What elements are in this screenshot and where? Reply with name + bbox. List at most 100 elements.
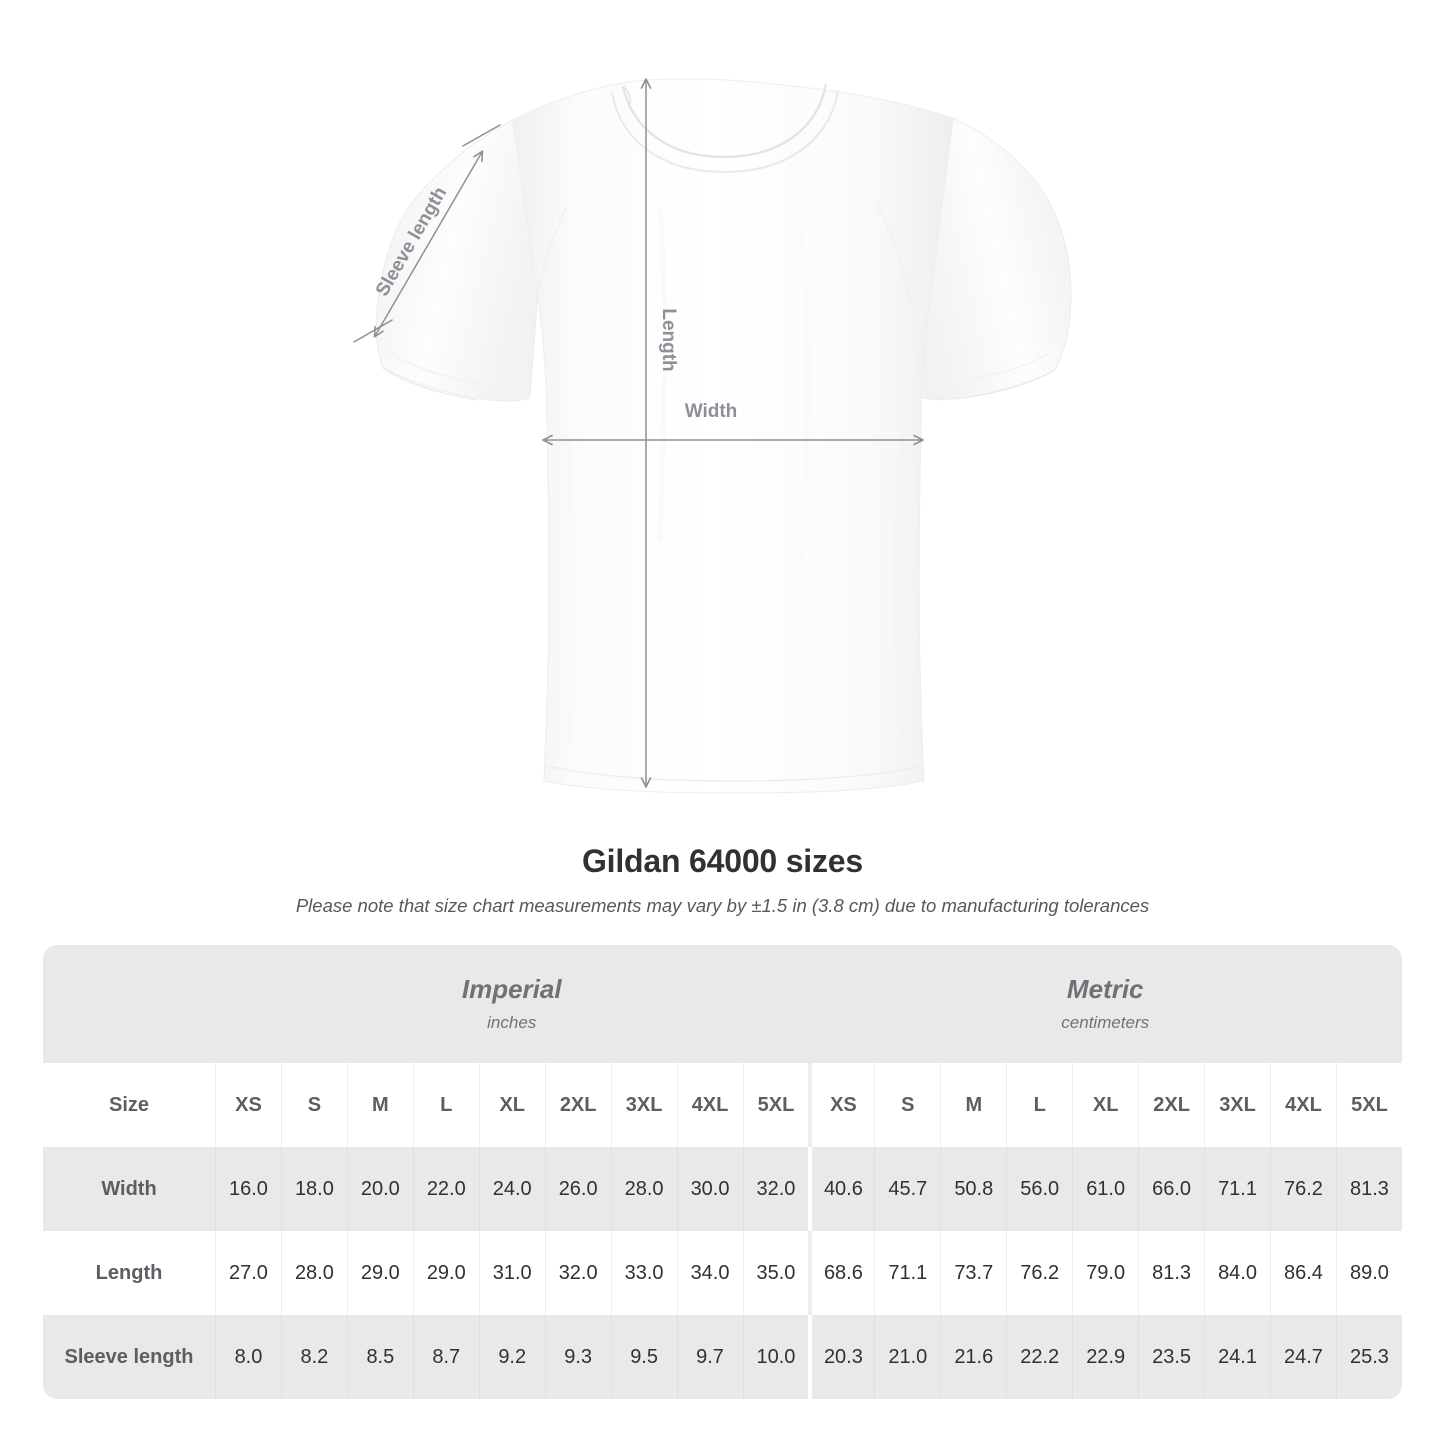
- cell-width-imperial-2xl: 26.0: [544, 1147, 611, 1231]
- cell-length-imperial-m: 29.0: [346, 1231, 413, 1315]
- unit-subtitle: centimeters: [1061, 1013, 1150, 1033]
- width-dimension: Width: [542, 401, 924, 446]
- cell-width-metric-5xl: 81.3: [1335, 1147, 1402, 1231]
- cell-length-metric-3xl: 84.0: [1204, 1231, 1270, 1315]
- cell-sleeve-length-metric-3xl: 24.1: [1204, 1315, 1270, 1399]
- tshirt-diagram: Sleeve length Length Width: [353, 78, 1072, 794]
- cell-sleeve-length-imperial-2xl: 9.3: [544, 1315, 611, 1399]
- unit-banner-spacer-left: [43, 945, 215, 1063]
- cell-width-imperial-4xl: 30.0: [676, 1147, 743, 1231]
- page-title: Gildan 64000 sizes: [581, 843, 863, 879]
- cell-sleeve-length-imperial-5xl: 10.0: [742, 1315, 809, 1399]
- cell-width-imperial-s: 18.0: [280, 1147, 347, 1231]
- chart-heading-block: Gildan 64000 sizes Please note that size…: [0, 842, 1445, 918]
- cell-length-imperial-5xl: 35.0: [742, 1231, 809, 1315]
- unit-header-imperial: Imperial inches: [215, 945, 809, 1063]
- cell-sleeve-length-metric-5xl: 25.3: [1335, 1315, 1402, 1399]
- length-label: Length: [658, 308, 679, 371]
- size-header-metric-s: S: [874, 1063, 941, 1147]
- sleeve-tick-top: [462, 124, 501, 147]
- cell-width-imperial-m: 20.0: [346, 1147, 413, 1231]
- cell-width-metric-xl: 61.0: [1072, 1147, 1139, 1231]
- size-chart-table: Imperial inches Metric centimeters Size XS S M L…: [43, 945, 1402, 1399]
- size-header-imperial-5xl: 5XL: [742, 1063, 809, 1147]
- size-header-metric-xs: XS: [808, 1063, 875, 1147]
- cell-width-imperial-xs: 16.0: [215, 1147, 281, 1231]
- cell-length-metric-l: 76.2: [1006, 1231, 1073, 1315]
- width-label: Width: [685, 401, 738, 422]
- cell-length-imperial-xl: 31.0: [478, 1231, 545, 1315]
- size-header-metric-4xl: 4XL: [1270, 1063, 1336, 1147]
- size-header-imperial-s: S: [280, 1063, 347, 1147]
- cell-width-metric-xs: 40.6: [808, 1147, 875, 1231]
- cell-length-metric-s: 71.1: [874, 1231, 941, 1315]
- size-header-imperial-2xl: 2XL: [544, 1063, 611, 1147]
- cell-sleeve-length-imperial-xs: 8.0: [215, 1315, 281, 1399]
- cell-sleeve-length-imperial-l: 8.7: [412, 1315, 479, 1399]
- cell-length-metric-xl: 79.0: [1072, 1231, 1139, 1315]
- size-header-imperial-3xl: 3XL: [610, 1063, 677, 1147]
- cell-length-imperial-s: 28.0: [280, 1231, 347, 1315]
- cell-width-metric-l: 56.0: [1006, 1147, 1073, 1231]
- cell-sleeve-length-metric-2xl: 23.5: [1138, 1315, 1205, 1399]
- tshirt-illustration: [375, 78, 1072, 794]
- cell-sleeve-length-imperial-s: 8.2: [280, 1315, 347, 1399]
- cell-width-imperial-3xl: 28.0: [610, 1147, 677, 1231]
- size-header-imperial-l: L: [412, 1063, 479, 1147]
- size-header-metric-l: L: [1006, 1063, 1073, 1147]
- cell-width-metric-3xl: 71.1: [1204, 1147, 1270, 1231]
- cell-length-metric-xs: 68.6: [808, 1231, 875, 1315]
- cell-width-metric-s: 45.7: [874, 1147, 941, 1231]
- cell-length-metric-m: 73.7: [940, 1231, 1007, 1315]
- sleeve-length-arrow: [373, 150, 484, 338]
- size-header-metric-xl: XL: [1072, 1063, 1139, 1147]
- size-header-metric-5xl: 5XL: [1335, 1063, 1402, 1147]
- size-header-metric-2xl: 2XL: [1138, 1063, 1205, 1147]
- size-header-imperial-m: M: [346, 1063, 413, 1147]
- cell-sleeve-length-imperial-xl: 9.2: [478, 1315, 545, 1399]
- cell-width-imperial-l: 22.0: [412, 1147, 479, 1231]
- size-header-metric-m: M: [940, 1063, 1007, 1147]
- table-row: Length 27.0 28.0 29.0 29.0 31.0 32.0 33.0 34.0 35…: [43, 1231, 1402, 1315]
- cell-sleeve-length-metric-xs: 20.3: [808, 1315, 875, 1399]
- cell-sleeve-length-metric-s: 21.0: [874, 1315, 941, 1399]
- tolerance-note: Please note that size chart measurements…: [295, 895, 1150, 917]
- cell-length-imperial-3xl: 33.0: [610, 1231, 677, 1315]
- cell-sleeve-length-metric-l: 22.2: [1006, 1315, 1073, 1399]
- cell-width-metric-4xl: 76.2: [1270, 1147, 1336, 1231]
- length-dimension: Length: [640, 78, 679, 788]
- cell-sleeve-length-imperial-3xl: 9.5: [610, 1315, 677, 1399]
- cell-width-imperial-xl: 24.0: [478, 1147, 545, 1231]
- size-header-imperial-xs: XS: [215, 1063, 281, 1147]
- cell-sleeve-length-metric-xl: 22.9: [1072, 1315, 1139, 1399]
- cell-length-metric-4xl: 86.4: [1270, 1231, 1336, 1315]
- unit-banner-row: Imperial inches Metric centimeters: [43, 945, 1402, 1063]
- cell-sleeve-length-metric-m: 21.6: [940, 1315, 1007, 1399]
- cell-sleeve-length-imperial-4xl: 9.7: [676, 1315, 743, 1399]
- cell-length-imperial-4xl: 34.0: [676, 1231, 743, 1315]
- cell-length-metric-5xl: 89.0: [1335, 1231, 1402, 1315]
- table-row: Sleeve length 8.0 8.2 8.5 8.7 9.2 9.3 9.5 9.7 10.…: [43, 1315, 1402, 1399]
- size-header-imperial-xl: XL: [478, 1063, 545, 1147]
- cell-length-imperial-xs: 27.0: [215, 1231, 281, 1315]
- row-label-width: Width: [43, 1147, 215, 1231]
- unit-subtitle: inches: [487, 1013, 537, 1033]
- size-header-row: Size XS S M L XL 2XL 3XL 4XL 5XL XS S M L XL 2XL 3XL 4XL 5…: [43, 1063, 1402, 1147]
- cell-width-metric-2xl: 66.0: [1138, 1147, 1205, 1231]
- cell-width-imperial-5xl: 32.0: [742, 1147, 809, 1231]
- table-row: Width 16.0 18.0 20.0 22.0 24.0 26.0 28.0 30.0 32.…: [43, 1147, 1402, 1231]
- row-label-length: Length: [43, 1231, 215, 1315]
- cell-width-metric-m: 50.8: [940, 1147, 1007, 1231]
- cell-length-imperial-2xl: 32.0: [544, 1231, 611, 1315]
- size-header-label: Size: [43, 1063, 215, 1147]
- unit-name: Imperial: [461, 973, 562, 1004]
- cell-sleeve-length-metric-4xl: 24.7: [1270, 1315, 1336, 1399]
- size-header-metric-3xl: 3XL: [1204, 1063, 1270, 1147]
- unit-name: Metric: [1066, 973, 1144, 1004]
- cell-sleeve-length-imperial-m: 8.5: [346, 1315, 413, 1399]
- cell-length-metric-2xl: 81.3: [1138, 1231, 1205, 1315]
- row-label-sleeve-length: Sleeve length: [43, 1315, 215, 1399]
- unit-header-metric: Metric centimeters: [808, 945, 1402, 1063]
- cell-length-imperial-l: 29.0: [412, 1231, 479, 1315]
- size-header-imperial-4xl: 4XL: [676, 1063, 743, 1147]
